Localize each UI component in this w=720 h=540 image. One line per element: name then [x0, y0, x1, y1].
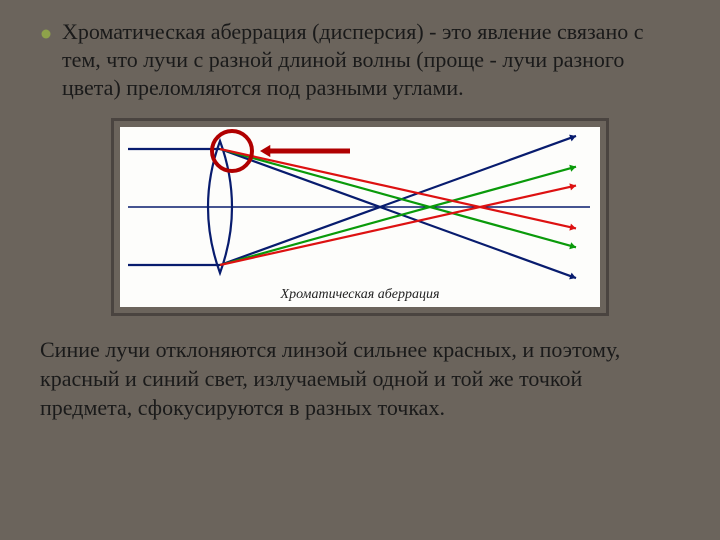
diagram-container: Хроматическая аберрация: [40, 118, 680, 316]
bullet-paragraph: Хроматическая аберрация (дисперсия) - эт…: [40, 18, 680, 102]
diagram: Хроматическая аберрация: [120, 127, 600, 307]
bullet-dot: [42, 30, 51, 39]
diagram-svg: [120, 127, 600, 307]
bullet-icon: [40, 28, 52, 40]
diagram-frame: Хроматическая аберрация: [111, 118, 609, 316]
top-text: Хроматическая аберрация (дисперсия) - эт…: [62, 18, 680, 102]
bottom-text: Синие лучи отклоняются линзой сильнее кр…: [40, 336, 680, 422]
diagram-caption: Хроматическая аберрация: [281, 287, 440, 303]
